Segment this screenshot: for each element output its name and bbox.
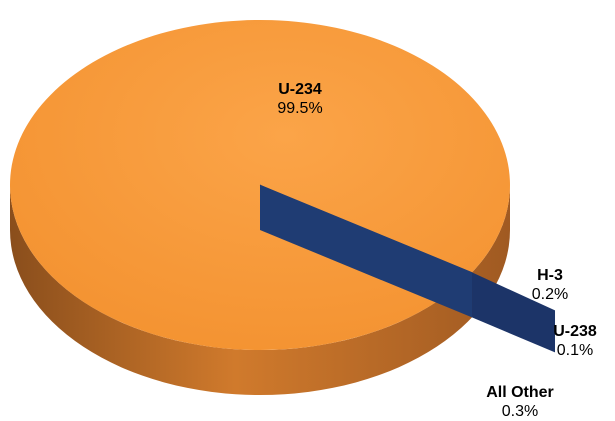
slice-label-u238: U-238 0.1% [540,322,610,360]
pie-wedge-side [472,272,556,353]
pie-cut-face [260,185,473,318]
pie-side-wall [10,185,510,395]
slice-label-u234: U-234 99.5% [255,80,345,118]
slice-name-u234: U-234 [278,81,322,98]
slice-value-h3: 0.2% [531,286,569,303]
slice-value-all-other: 0.3% [501,403,539,420]
slice-value-u238: 0.1% [556,342,594,359]
slice-name-u238: U-238 [553,323,597,340]
slice-label-h3: H-3 0.2% [515,266,585,304]
slice-name-all-other: All Other [486,384,554,401]
slice-name-h3: H-3 [537,267,563,284]
slice-label-all-other: All Other 0.3% [465,383,575,421]
slice-value-u234: 99.5% [277,100,323,117]
